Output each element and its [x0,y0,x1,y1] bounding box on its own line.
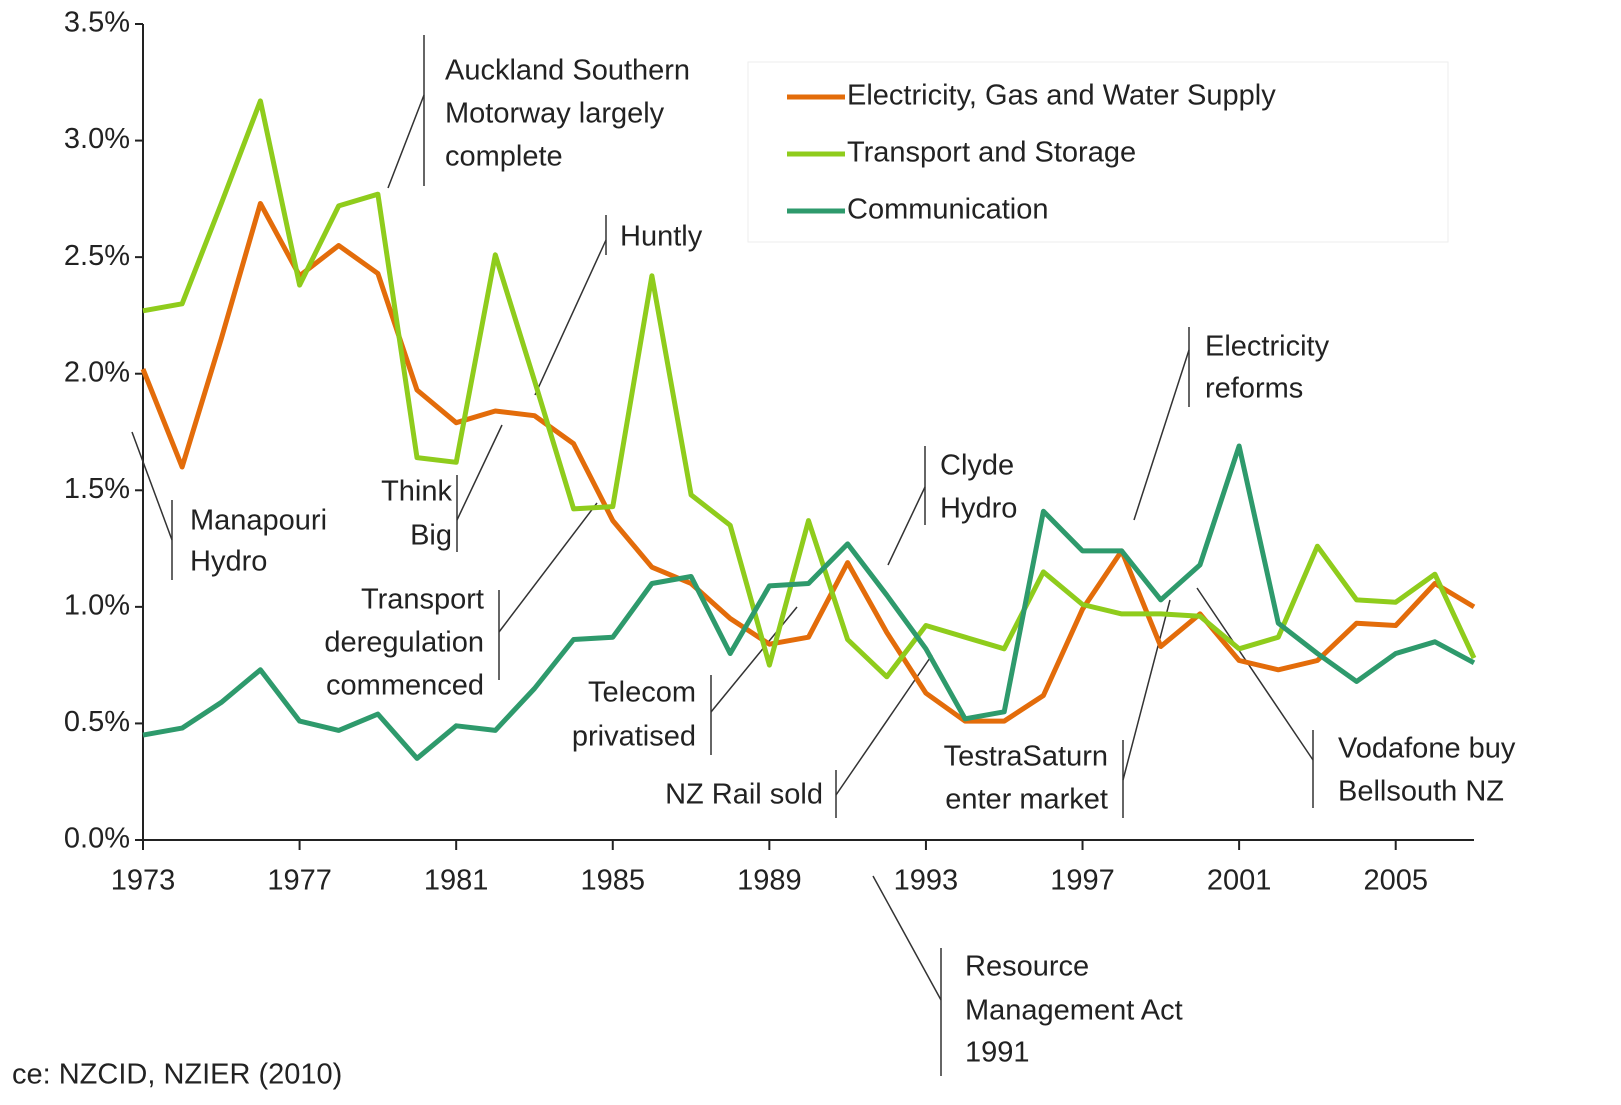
leader-line [456,424,503,521]
leader-line [534,239,607,396]
annotation: Motorway largely [445,98,665,130]
x-tick-label: 1993 [894,865,959,897]
annotation: Manapouri [190,505,327,537]
series-line [142,98,1477,680]
annotation: Telecom [588,677,696,709]
annotation: reforms [1205,373,1303,405]
y-tick-label: 0.0% [64,823,130,855]
leader-line [1122,599,1171,781]
x-tick-label: 1989 [737,865,802,897]
y-tick-label: 0.5% [64,706,130,738]
legend-label: Electricity, Gas and Water Supply [847,80,1276,112]
series-line [140,201,1476,724]
legend-label: Transport and Storage [847,137,1136,169]
annotation: Resource [965,951,1089,983]
annotation: Electricity [1205,331,1330,363]
annotation: Vodafone buy [1338,733,1516,765]
annotation: enter market [945,784,1108,816]
x-tick-label: 1997 [1050,865,1115,897]
x-tick-label: 1981 [424,865,489,897]
annotation: commenced [326,670,484,702]
x-tick-label: 2001 [1207,865,1272,897]
leader-line [1133,349,1190,521]
x-tick-label: 1973 [111,865,176,897]
annotation: NZ Rail sold [665,779,823,811]
y-tick-label: 2.5% [64,240,130,272]
legend-box [747,61,1449,243]
annotation: deregulation [324,627,484,659]
leader-line [131,431,173,541]
annotation: Think [381,476,452,508]
x-tick-label: 2005 [1363,865,1428,897]
leader-line [710,606,798,713]
series-line [142,443,1476,761]
annotation: TestraSaturn [944,741,1108,773]
y-tick-label: 1.5% [64,473,130,505]
y-tick-label: 2.0% [64,356,130,388]
y-tick-label: 3.0% [64,123,130,155]
annotation: Transport [361,584,484,616]
y-tick-label: 1.0% [64,590,130,622]
leader-line [887,486,926,566]
annotation: Auckland Southern [445,55,690,87]
annotation: privatised [572,721,696,753]
leader-line [1196,587,1314,761]
annotation: complete [445,141,563,173]
leader-line [387,94,425,189]
annotation: Hydro [940,493,1017,525]
annotation: Hydro [190,546,267,578]
annotation: 1991 [965,1037,1030,1069]
leader-line [498,502,598,633]
leader-line [872,875,942,1001]
y-tick-label: 3.5% [64,7,130,39]
annotation: Big [410,520,452,552]
x-tick-label: 1977 [267,865,332,897]
annotation: Huntly [620,221,703,253]
annotation: Clyde [940,450,1014,482]
annotation: Bellsouth NZ [1338,776,1504,808]
source: ce: NZCID, NZIER (2010) [12,1059,342,1091]
x-tick-label: 1985 [581,865,646,897]
annotation: Management Act [965,995,1183,1027]
legend-label: Communication [847,194,1048,226]
